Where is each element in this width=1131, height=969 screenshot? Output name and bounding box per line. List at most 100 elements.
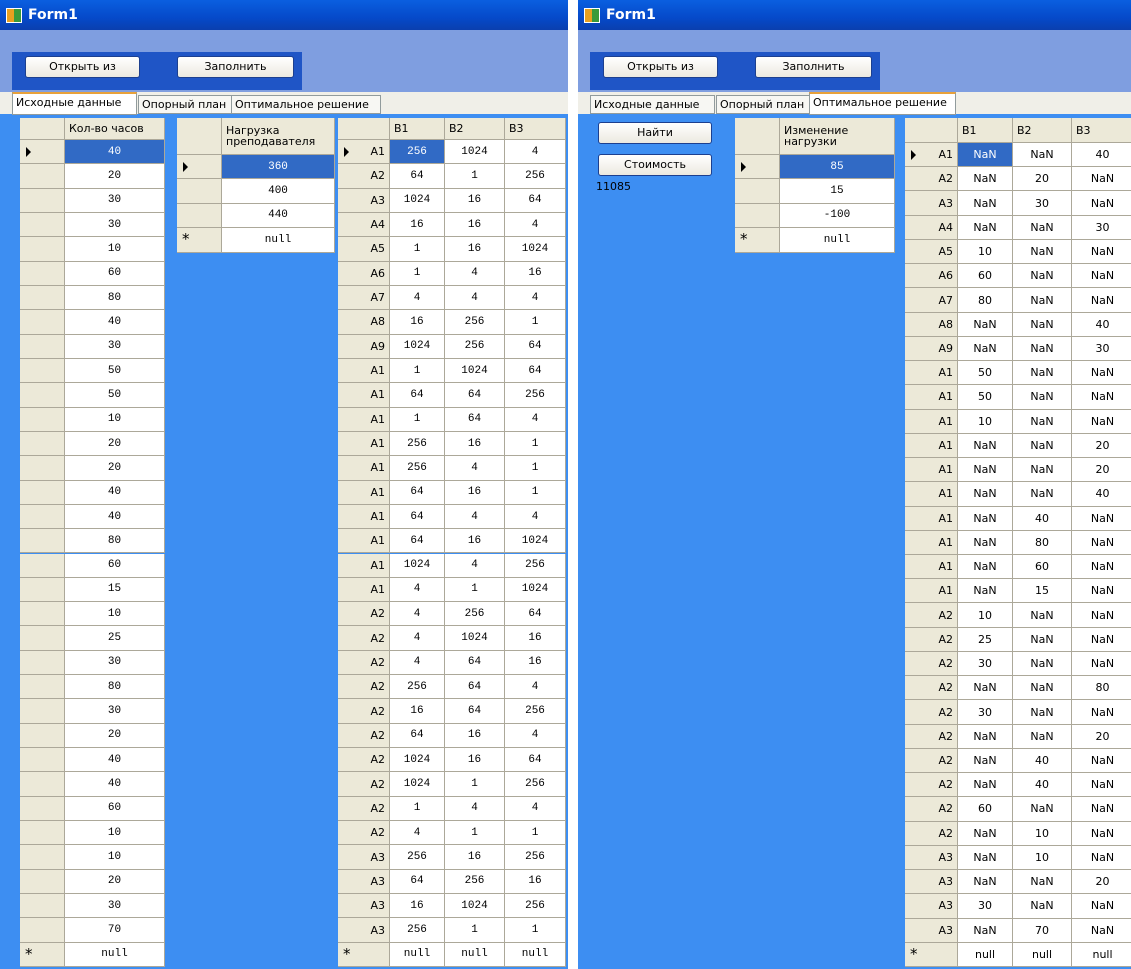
- cell: 256: [445, 334, 505, 359]
- row-header: A1: [905, 458, 958, 483]
- cell: 20: [1013, 167, 1072, 192]
- button[interactable]: Найти: [598, 122, 712, 144]
- cell: 16: [505, 626, 566, 651]
- cell: 1: [390, 358, 445, 384]
- row-header: [20, 310, 65, 335]
- cell: 20: [1072, 433, 1131, 459]
- cell: 30: [65, 894, 165, 919]
- row-header: [20, 821, 65, 846]
- row-header: [20, 650, 65, 676]
- cell: NaN: [1013, 458, 1072, 483]
- tab[interactable]: Опорный план: [716, 95, 811, 114]
- tab[interactable]: Оптимальное решение: [809, 92, 956, 115]
- row-header: A2: [905, 603, 958, 628]
- button[interactable]: Открыть из: [603, 56, 718, 78]
- cell: NaN: [958, 530, 1013, 555]
- tab[interactable]: Опорный план: [138, 95, 233, 114]
- cell: 10: [65, 845, 165, 870]
- cell: 4: [505, 407, 566, 432]
- title-bar: Form1: [0, 0, 568, 30]
- cell: NaN: [1072, 506, 1131, 531]
- cell: NaN: [958, 482, 1013, 507]
- cell: NaN: [958, 579, 1013, 604]
- cell: 40: [1013, 773, 1072, 798]
- row-header: A1: [905, 143, 958, 168]
- corner-header: [177, 118, 222, 155]
- cell: 256: [505, 164, 566, 189]
- cell: 4: [505, 212, 566, 238]
- cell: 60: [958, 264, 1013, 289]
- button[interactable]: Стоимость: [598, 154, 712, 176]
- cell: 30: [1013, 191, 1072, 216]
- button[interactable]: Заполнить: [755, 56, 872, 78]
- row-header: [20, 383, 65, 408]
- cell: 1: [505, 480, 566, 505]
- cell: 80: [65, 675, 165, 700]
- row-header: [735, 179, 780, 204]
- cell: 16: [445, 845, 505, 870]
- row-header: [20, 212, 65, 238]
- row-header: A2: [905, 676, 958, 701]
- cell: 1: [390, 237, 445, 262]
- cell: 1024: [445, 894, 505, 919]
- cell: 256: [445, 869, 505, 895]
- row-header: [20, 796, 65, 822]
- cell: NaN: [1013, 651, 1072, 677]
- row-header: [20, 894, 65, 919]
- row-header: [20, 845, 65, 870]
- row-header: A9: [338, 334, 390, 359]
- tab[interactable]: Исходные данные: [12, 92, 137, 115]
- cell: NaN: [1072, 651, 1131, 677]
- cell: 30: [1072, 215, 1131, 240]
- row-header: *: [20, 942, 65, 967]
- cell: NaN: [1013, 603, 1072, 628]
- row-header: [735, 155, 780, 180]
- cell: NaN: [1072, 894, 1131, 919]
- column-header: B1: [958, 118, 1013, 143]
- cell: 20: [1072, 458, 1131, 483]
- cell: NaN: [1013, 143, 1072, 168]
- row-header: [20, 626, 65, 651]
- cell: NaN: [958, 143, 1013, 168]
- app-icon: [584, 8, 600, 23]
- cell: 30: [1072, 336, 1131, 362]
- row-header: A3: [905, 918, 958, 943]
- cell: 30: [65, 650, 165, 676]
- cell: 1: [445, 918, 505, 943]
- cell: 80: [1072, 676, 1131, 701]
- button[interactable]: Открыть из: [25, 56, 140, 78]
- cell: 1: [505, 431, 566, 457]
- cell: 16: [505, 869, 566, 895]
- cell: 20: [65, 431, 165, 457]
- new-row-marker: *: [25, 944, 33, 963]
- row-header: [20, 918, 65, 943]
- cell: 64: [445, 383, 505, 408]
- cell: NaN: [1013, 409, 1072, 434]
- row-header: A2: [905, 797, 958, 822]
- cell: 50: [958, 385, 1013, 410]
- row-header: A2: [905, 773, 958, 798]
- cell: NaN: [958, 724, 1013, 749]
- tab[interactable]: Исходные данные: [590, 95, 715, 114]
- cell: 1: [390, 796, 445, 822]
- tab[interactable]: Оптимальное решение: [231, 95, 381, 114]
- button[interactable]: Заполнить: [177, 56, 294, 78]
- row-header: [20, 699, 65, 724]
- row-header: A3: [338, 188, 390, 213]
- row-header: [20, 529, 65, 554]
- cell: 40: [65, 480, 165, 505]
- cell: 4: [390, 650, 445, 676]
- cell: NaN: [1072, 191, 1131, 216]
- cell: NaN: [958, 336, 1013, 362]
- cell: 20: [65, 456, 165, 481]
- row-header: [20, 456, 65, 481]
- cell: NaN: [958, 773, 1013, 798]
- current-row-arrow: [911, 150, 916, 161]
- current-row-arrow: [183, 162, 188, 173]
- cell: 16: [445, 237, 505, 262]
- cell: 1024: [390, 772, 445, 797]
- row-header: A2: [905, 724, 958, 749]
- row-header: *: [735, 228, 780, 253]
- cell: 1: [505, 918, 566, 943]
- cell: NaN: [1072, 845, 1131, 871]
